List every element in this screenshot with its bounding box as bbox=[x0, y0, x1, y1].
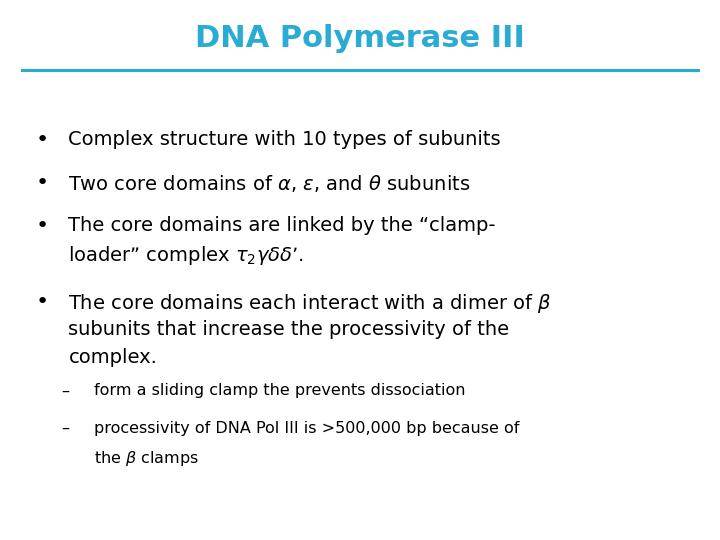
Text: form a sliding clamp the prevents dissociation: form a sliding clamp the prevents dissoc… bbox=[94, 383, 465, 399]
Text: –: – bbox=[61, 421, 69, 436]
Text: •: • bbox=[36, 292, 49, 312]
Text: loader” complex $\tau_2\gamma\delta\delta$’.: loader” complex $\tau_2\gamma\delta\delt… bbox=[68, 244, 305, 267]
Text: The core domains are linked by the “clamp-: The core domains are linked by the “clam… bbox=[68, 216, 496, 235]
Text: •: • bbox=[36, 130, 49, 150]
Text: •: • bbox=[36, 173, 49, 193]
Text: subunits that increase the processivity of the: subunits that increase the processivity … bbox=[68, 320, 510, 339]
Text: –: – bbox=[61, 383, 69, 399]
Text: DNA Polymerase III: DNA Polymerase III bbox=[195, 24, 525, 53]
Text: the $\beta$ clamps: the $\beta$ clamps bbox=[94, 449, 199, 468]
Text: The core domains each interact with a dimer of $\beta$: The core domains each interact with a di… bbox=[68, 292, 552, 315]
Text: processivity of DNA Pol III is >500,000 bp because of: processivity of DNA Pol III is >500,000 … bbox=[94, 421, 519, 436]
Text: Complex structure with 10 types of subunits: Complex structure with 10 types of subun… bbox=[68, 130, 501, 148]
Text: complex.: complex. bbox=[68, 348, 157, 367]
Text: •: • bbox=[36, 216, 49, 236]
Text: Two core domains of $\alpha$, $\varepsilon$, and $\theta$ subunits: Two core domains of $\alpha$, $\varepsil… bbox=[68, 173, 471, 194]
